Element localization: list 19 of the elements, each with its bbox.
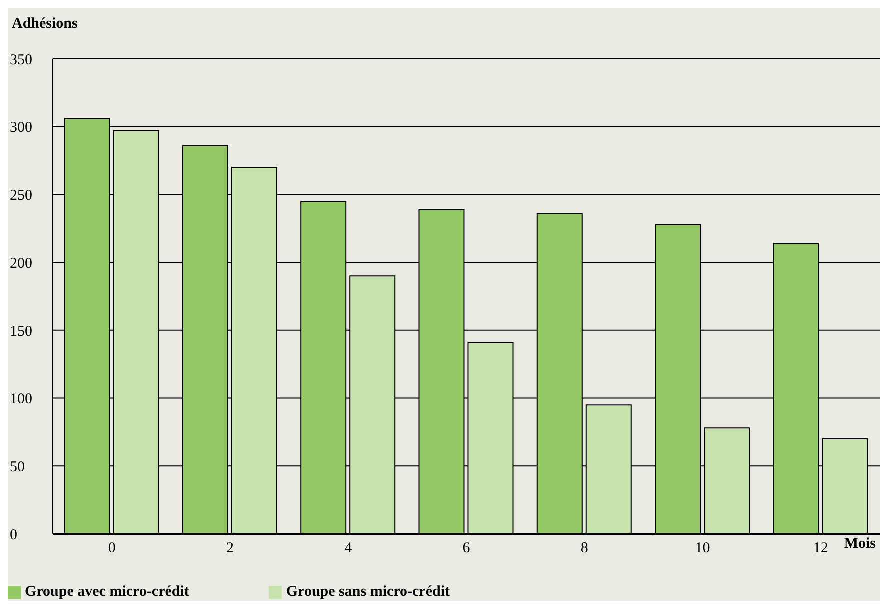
x-tick-label: 4 — [344, 540, 353, 557]
x-tick-label: 0 — [108, 540, 116, 557]
y-tick-label: 200 — [10, 256, 32, 272]
x-axis-title: Mois — [844, 536, 876, 553]
y-tick-label: 150 — [10, 324, 32, 340]
y-tick-label: 100 — [10, 392, 32, 408]
x-tick-label: 6 — [462, 540, 471, 557]
y-tick-label: 50 — [10, 459, 25, 476]
legend-label: Groupe sans micro-crédit — [286, 584, 450, 600]
y-tick-label: 300 — [10, 120, 32, 136]
x-tick-label: 10 — [695, 540, 710, 557]
y-tick-label: 0 — [10, 527, 18, 544]
y-tick-label: 250 — [10, 188, 32, 204]
x-tick-label: 8 — [580, 540, 588, 557]
legend-label: Groupe avec micro-crédit — [25, 584, 190, 600]
y-axis-title: Adhésions — [12, 16, 78, 33]
x-tick-label: 2 — [226, 540, 234, 557]
y-tick-label: 350 — [10, 52, 32, 68]
x-tick-label: 12 — [813, 540, 828, 557]
